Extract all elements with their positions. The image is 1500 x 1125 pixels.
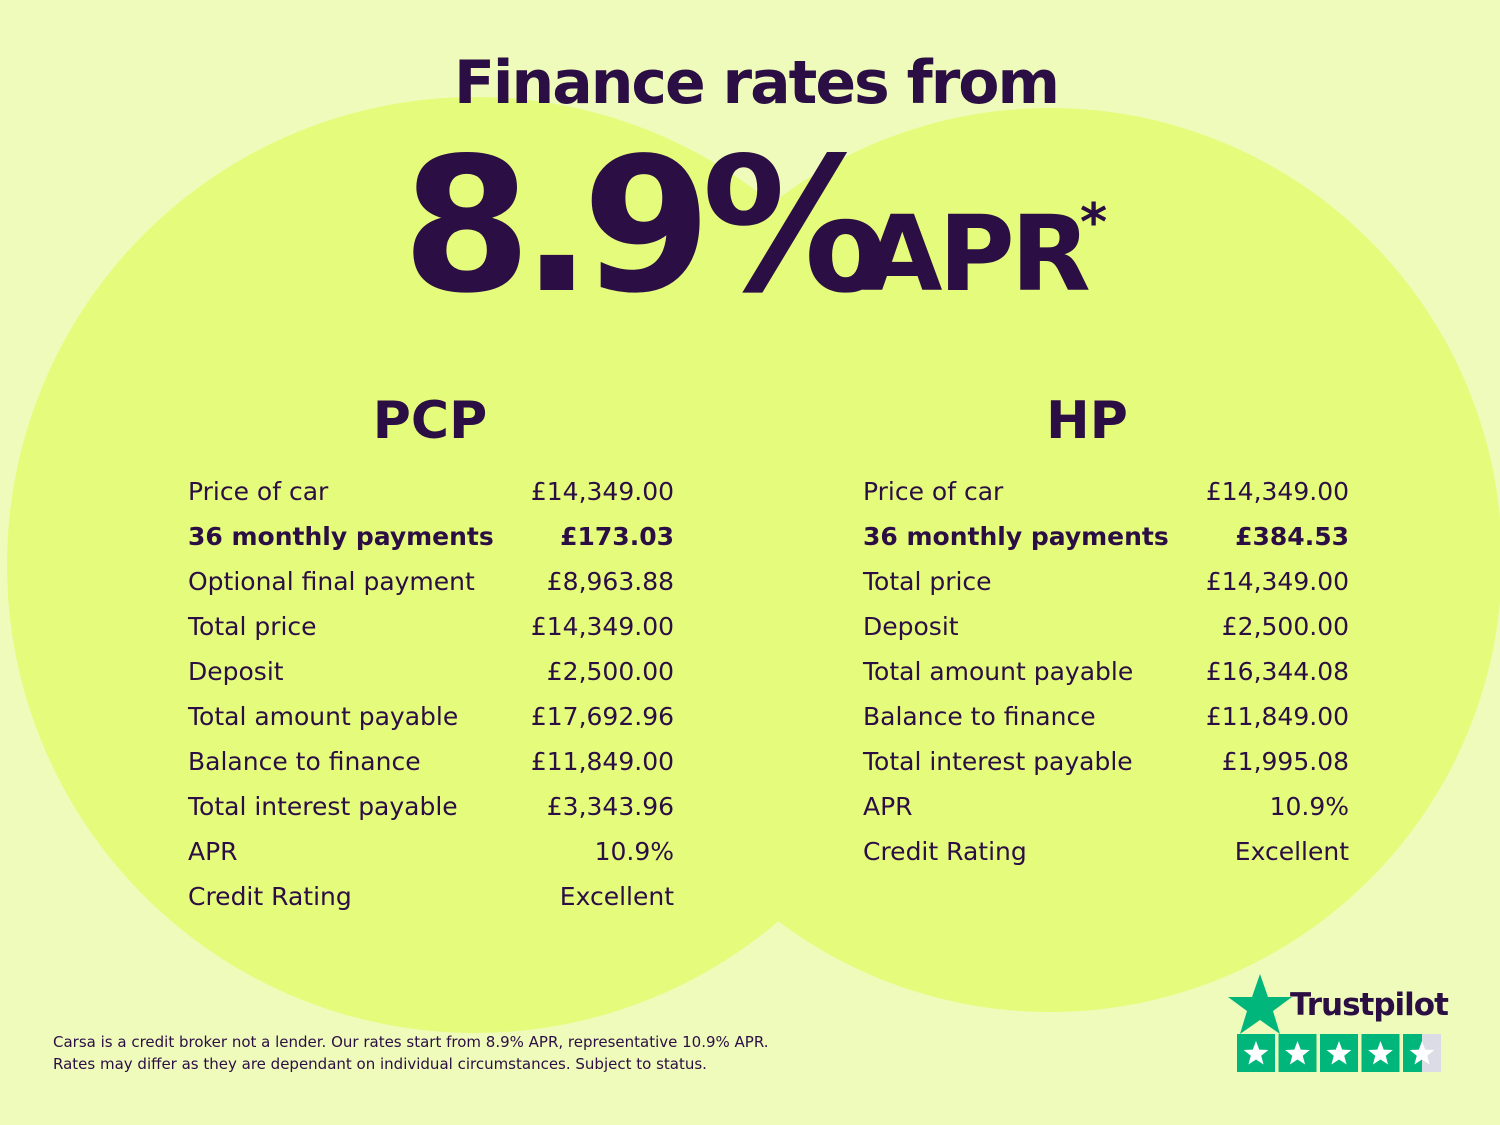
trustpilot-logo-star [1228,974,1292,1034]
row-value: £17,692.96 [531,702,674,731]
star [1409,1041,1435,1065]
row-label: Price of car [863,477,1004,506]
star [1326,1041,1352,1065]
row-label: Total price [187,612,317,641]
row-value: 10.9% [1270,792,1349,821]
row-value: £3,343.96 [547,792,674,821]
star [1243,1041,1269,1065]
table-title: HP [1046,391,1128,451]
star [1285,1041,1310,1065]
row-value: £14,349.00 [1206,567,1349,596]
asterisk: * [1080,193,1107,253]
row-value: £14,349.00 [531,612,674,641]
row-label: APR [188,837,238,866]
row-label: Credit Rating [863,837,1027,866]
row-value: £1,995.08 [1222,747,1349,776]
row-label: 36 monthly payments [863,522,1169,551]
row-label: Total amount payable [187,702,458,731]
row-label: Balance to finance [863,702,1096,731]
row-value: £11,849.00 [1206,702,1349,731]
star [1368,1041,1393,1065]
row-label: Deposit [188,657,284,686]
row-value: Excellent [560,882,674,911]
rating-stars [1237,1034,1441,1072]
row-label: APR [863,792,913,821]
row-value: £14,349.00 [1206,477,1349,506]
row-value: £173.03 [560,522,674,551]
row-label: Optional final payment [188,567,475,596]
row-value: £2,500.00 [547,657,674,686]
trustpilot-label: Trustpilot [1290,987,1449,1023]
row-value: £14,349.00 [531,477,674,506]
title: Finance rates from [454,48,1058,118]
row-value: £2,500.00 [1222,612,1349,641]
row-label: Price of car [188,477,329,506]
row-label: 36 monthly payments [188,522,494,551]
row-label: Total price [862,567,992,596]
rate: 8.9% [402,117,882,334]
row-label: Total interest payable [862,747,1133,776]
row-value: £384.53 [1235,522,1349,551]
row-value: Excellent [1235,837,1349,866]
row-label: Total interest payable [187,792,458,821]
row-label: Balance to finance [188,747,421,776]
row-label: Credit Rating [188,882,352,911]
row-value: £11,849.00 [531,747,674,776]
row-value: 10.9% [595,837,674,866]
table-title: PCP [373,391,487,451]
row-value: £16,344.08 [1206,657,1349,686]
row-value: £8,963.88 [547,567,674,596]
row-label: Total amount payable [862,657,1133,686]
apr: APR [862,193,1089,315]
disclaimer: Rates may differ as they are dependant o… [53,1055,707,1073]
disclaimer: Carsa is a credit broker not a lender. O… [53,1033,769,1051]
row-label: Deposit [863,612,959,641]
bg-circle-right [598,108,1500,1012]
